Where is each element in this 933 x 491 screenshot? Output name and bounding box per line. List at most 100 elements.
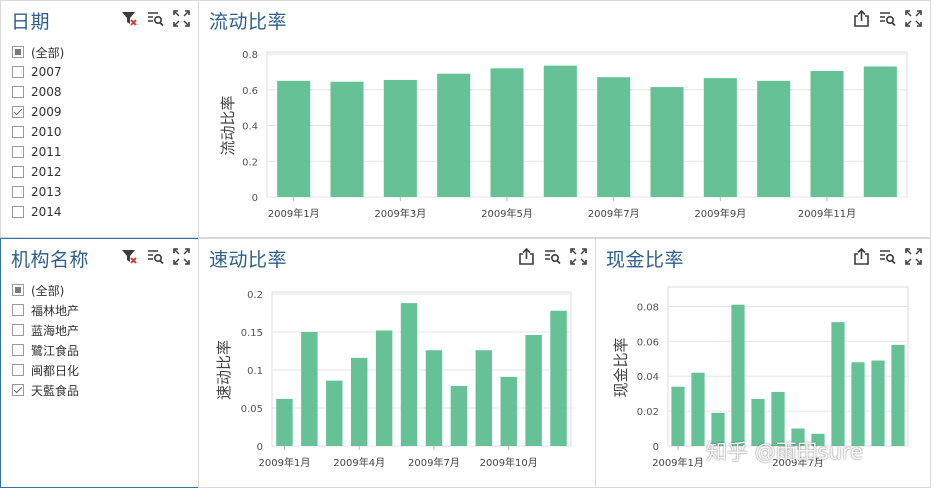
- filter-item[interactable]: 2014: [12, 202, 64, 222]
- x-tick-label: 2009年1月: [259, 456, 311, 469]
- x-tick-label: 2009年11月: [798, 207, 856, 220]
- filter-item[interactable]: 蓝海地产: [12, 320, 79, 340]
- filter-checkbox[interactable]: [12, 324, 24, 336]
- clear-filter-icon[interactable]: [121, 10, 138, 27]
- search-filter-icon[interactable]: [879, 248, 896, 265]
- filter-checkbox[interactable]: [12, 364, 24, 376]
- search-filter-icon[interactable]: [544, 248, 561, 265]
- filter-checkbox[interactable]: [12, 186, 24, 198]
- filter-checkbox[interactable]: [12, 206, 24, 218]
- maximize-icon[interactable]: [173, 10, 190, 27]
- current-ratio-toolbar: [853, 10, 922, 27]
- filter-item[interactable]: (全部): [12, 280, 79, 300]
- bar[interactable]: [731, 304, 745, 446]
- filter-item[interactable]: (全部): [12, 42, 64, 62]
- bar[interactable]: [811, 433, 825, 446]
- filter-item-label: 2007: [31, 65, 62, 79]
- filter-item-label: (全部): [31, 45, 65, 60]
- bar[interactable]: [810, 70, 844, 197]
- filter-item-label: 闽都日化: [31, 363, 80, 378]
- bar[interactable]: [863, 66, 897, 197]
- bar[interactable]: [550, 310, 567, 446]
- filter-checkbox[interactable]: [12, 384, 24, 396]
- bar[interactable]: [831, 322, 845, 446]
- org-filter-title: 机构名称: [11, 249, 90, 271]
- filter-checkbox[interactable]: [12, 304, 24, 316]
- bar[interactable]: [891, 344, 905, 446]
- bar[interactable]: [276, 398, 293, 446]
- filter-checkbox[interactable]: [12, 46, 24, 58]
- filter-checkbox[interactable]: [12, 106, 24, 118]
- filter-checkbox[interactable]: [12, 126, 24, 138]
- filter-item[interactable]: 天藍食品: [12, 380, 79, 400]
- filter-item[interactable]: 2011: [12, 142, 64, 162]
- filter-item[interactable]: 2007: [12, 62, 64, 82]
- x-tick-label: 2009年10月: [480, 456, 538, 469]
- bar[interactable]: [791, 428, 805, 446]
- bar[interactable]: [450, 385, 468, 446]
- bar[interactable]: [500, 376, 517, 446]
- bar[interactable]: [400, 303, 418, 446]
- search-filter-icon[interactable]: [147, 248, 164, 265]
- bar[interactable]: [851, 362, 865, 446]
- bar[interactable]: [330, 81, 364, 197]
- bar[interactable]: [703, 78, 737, 197]
- search-filter-icon[interactable]: [147, 10, 164, 27]
- filter-checkbox[interactable]: [12, 166, 24, 178]
- filter-checkbox[interactable]: [12, 344, 24, 356]
- export-icon[interactable]: [853, 248, 870, 265]
- bar[interactable]: [350, 357, 368, 446]
- bar[interactable]: [757, 80, 791, 197]
- bar[interactable]: [711, 412, 725, 446]
- filter-item[interactable]: 2010: [12, 122, 64, 142]
- filter-item-label: 2011: [31, 145, 62, 159]
- maximize-icon[interactable]: [570, 248, 587, 265]
- export-icon[interactable]: [853, 10, 870, 27]
- bar[interactable]: [691, 372, 705, 446]
- clear-filter-icon[interactable]: [121, 248, 138, 265]
- x-tick-label: 2009年1月: [652, 456, 704, 469]
- bar[interactable]: [437, 73, 471, 197]
- filter-item[interactable]: 福林地产: [12, 300, 79, 320]
- bar[interactable]: [597, 77, 631, 197]
- y-tick-label: 0.06: [637, 337, 659, 348]
- bar[interactable]: [771, 391, 785, 446]
- bar[interactable]: [490, 68, 524, 197]
- y-tick-label: 0: [653, 442, 659, 453]
- x-tick-label: 2009年5月: [481, 207, 533, 220]
- search-filter-icon[interactable]: [879, 10, 896, 27]
- filter-item-label: 2009: [31, 105, 62, 119]
- filter-item[interactable]: 2008: [12, 82, 64, 102]
- bar[interactable]: [375, 330, 393, 446]
- bar[interactable]: [751, 398, 765, 446]
- bar[interactable]: [326, 380, 343, 446]
- filter-checkbox[interactable]: [12, 146, 24, 158]
- quick-ratio-chart: 0 0.05 0.1 0.15 0.2 速动比率 2009年1月 2009年4月 2009年7月…: [215, 290, 572, 469]
- x-tick-label: 2009年7月: [588, 207, 640, 220]
- bar[interactable]: [425, 350, 443, 446]
- export-icon[interactable]: [518, 248, 535, 265]
- filter-checkbox[interactable]: [12, 66, 24, 78]
- filter-checkbox[interactable]: [12, 86, 24, 98]
- bar[interactable]: [301, 332, 318, 446]
- y-tick-label: 0.02: [637, 407, 659, 418]
- maximize-icon[interactable]: [173, 248, 190, 265]
- bar[interactable]: [383, 79, 417, 197]
- org-filter-list: (全部) 福林地产 蓝海地产 鷺江食品闽都日化天藍食品: [12, 280, 79, 400]
- maximize-icon[interactable]: [905, 248, 922, 265]
- filter-item[interactable]: 鷺江食品: [12, 340, 79, 360]
- filter-checkbox[interactable]: [12, 284, 24, 296]
- bar[interactable]: [475, 350, 493, 446]
- bar[interactable]: [277, 80, 311, 197]
- bar[interactable]: [543, 65, 577, 198]
- bar[interactable]: [671, 386, 685, 446]
- filter-item[interactable]: 2013: [12, 182, 64, 202]
- bar[interactable]: [525, 335, 542, 446]
- filter-item[interactable]: 2009: [12, 102, 64, 122]
- filter-item[interactable]: 闽都日化: [12, 360, 79, 380]
- bar[interactable]: [650, 87, 684, 197]
- maximize-icon[interactable]: [905, 10, 922, 27]
- filter-item[interactable]: 2012: [12, 162, 64, 182]
- bar[interactable]: [871, 360, 885, 446]
- y-axis-label: 现金比率: [612, 337, 630, 397]
